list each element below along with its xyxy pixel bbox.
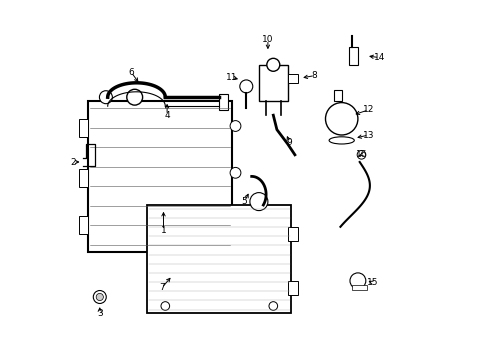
Circle shape xyxy=(266,58,279,71)
Text: 5: 5 xyxy=(241,197,247,206)
Bar xyxy=(287,281,298,295)
Circle shape xyxy=(230,167,241,178)
Circle shape xyxy=(239,80,252,93)
Bar xyxy=(334,90,341,101)
Bar xyxy=(352,285,366,290)
Ellipse shape xyxy=(328,137,354,144)
Circle shape xyxy=(126,89,142,105)
Bar xyxy=(287,74,298,83)
Circle shape xyxy=(325,103,357,135)
Circle shape xyxy=(356,150,365,159)
Text: 11: 11 xyxy=(225,73,237,82)
Text: 16: 16 xyxy=(355,150,366,159)
Bar xyxy=(219,94,228,110)
Text: 12: 12 xyxy=(362,105,374,114)
Bar xyxy=(88,101,231,252)
Text: 2: 2 xyxy=(71,158,76,166)
Text: 9: 9 xyxy=(286,138,292,147)
Circle shape xyxy=(249,193,267,211)
Bar xyxy=(348,47,357,65)
Text: 8: 8 xyxy=(311,71,317,80)
Bar xyxy=(79,169,88,187)
Bar xyxy=(258,65,287,101)
Text: 15: 15 xyxy=(366,278,377,287)
Circle shape xyxy=(161,302,169,310)
Circle shape xyxy=(349,273,365,289)
Bar xyxy=(147,205,291,313)
Text: 4: 4 xyxy=(164,111,169,120)
Bar xyxy=(79,119,88,137)
Circle shape xyxy=(268,302,277,310)
Text: 10: 10 xyxy=(262,35,273,44)
Circle shape xyxy=(230,218,241,229)
Bar xyxy=(79,216,88,234)
Text: 7: 7 xyxy=(159,284,164,292)
Circle shape xyxy=(93,291,106,303)
Text: 14: 14 xyxy=(373,53,385,62)
Text: 13: 13 xyxy=(362,131,374,140)
Circle shape xyxy=(99,91,112,104)
Text: 3: 3 xyxy=(97,309,102,318)
Circle shape xyxy=(96,293,103,301)
Circle shape xyxy=(230,121,241,131)
Text: 1: 1 xyxy=(160,226,166,235)
Bar xyxy=(287,227,298,241)
Text: 6: 6 xyxy=(128,68,134,77)
